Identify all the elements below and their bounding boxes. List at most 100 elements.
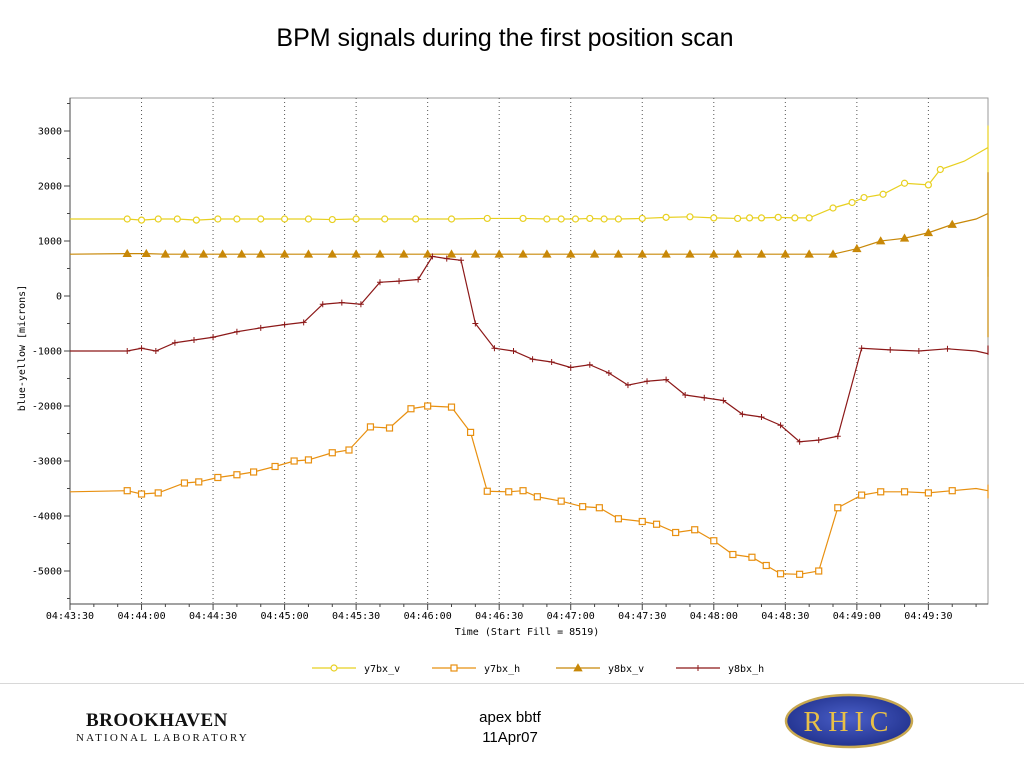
point-y8bx_h bbox=[429, 253, 436, 260]
point-y8bx_h bbox=[605, 370, 612, 376]
point-y8bx_v bbox=[780, 249, 791, 258]
point-y8bx_v bbox=[613, 249, 624, 258]
point-y8bx_v bbox=[160, 249, 171, 258]
point-y7bx_h bbox=[533, 493, 541, 501]
point-y7bx_v bbox=[257, 215, 265, 223]
point-y8bx_h bbox=[472, 320, 479, 327]
grid-lines bbox=[141, 98, 929, 604]
point-y7bx_h bbox=[595, 504, 603, 512]
x-tick-label: 04:45:30 bbox=[332, 611, 380, 622]
point-y7bx_h bbox=[447, 403, 456, 411]
point-y7bx_h bbox=[250, 468, 258, 476]
point-y7bx_h bbox=[762, 561, 770, 570]
point-y8bx_h bbox=[796, 438, 803, 445]
point-y8bx_h bbox=[915, 348, 922, 354]
point-y7bx_h bbox=[505, 488, 513, 496]
point-y8bx_h bbox=[777, 422, 784, 429]
point-y7bx_v bbox=[173, 215, 181, 223]
point-y8bx_v bbox=[732, 249, 743, 258]
series-line-y7bx_v bbox=[70, 125, 989, 277]
point-y7bx_v bbox=[137, 216, 146, 224]
footer-line-1: apex bbtf bbox=[479, 709, 541, 726]
legend-item-y7bx_h: y7bx_h bbox=[432, 664, 520, 675]
series-y8bx_h bbox=[70, 253, 989, 445]
point-y8bx_h bbox=[586, 361, 593, 368]
x-tick-label: 04:44:00 bbox=[117, 611, 165, 622]
point-y7bx_h bbox=[815, 567, 823, 575]
y-tick-label: -4000 bbox=[32, 512, 62, 523]
point-y7bx_v bbox=[734, 214, 742, 223]
point-y8bx_h bbox=[376, 279, 383, 286]
point-y7bx_h bbox=[519, 487, 527, 495]
point-y8bx_v bbox=[899, 233, 910, 242]
y-axis-ticks: 3000 2000 1000 0 -1000 -2000 -3000 -4000 -5000 bbox=[32, 103, 70, 599]
footer-text: apex bbtf 11Apr07 bbox=[430, 708, 590, 748]
point-y7bx_h bbox=[614, 515, 623, 523]
y-tick-label: -2000 bbox=[32, 402, 62, 413]
x-tick-label: 04:44:30 bbox=[189, 611, 237, 622]
point-y7bx_v bbox=[924, 181, 932, 189]
series-y7bx_v bbox=[70, 125, 989, 277]
point-y8bx_v bbox=[446, 249, 457, 258]
point-y7bx_h bbox=[579, 503, 587, 511]
point-y7bx_h bbox=[638, 517, 646, 526]
point-y8bx_v bbox=[828, 249, 838, 258]
point-y8bx_h bbox=[682, 392, 689, 398]
point-y7bx_v bbox=[571, 215, 580, 223]
point-y7bx_v bbox=[745, 214, 754, 222]
point-y7bx_v bbox=[543, 215, 551, 223]
x-tick-label: 04:49:30 bbox=[904, 611, 952, 622]
brookhaven-logo-subtext: NATIONAL LABORATORY bbox=[76, 732, 249, 744]
point-y8bx_v bbox=[303, 249, 314, 258]
point-y7bx_h bbox=[776, 570, 785, 578]
point-y7bx_v bbox=[936, 165, 944, 174]
point-y8bx_v bbox=[542, 249, 552, 258]
rhic-logo-text: RHIC bbox=[804, 707, 895, 738]
point-y7bx_v bbox=[791, 214, 799, 222]
point-y7bx_v bbox=[600, 215, 608, 223]
point-y8bx_h bbox=[190, 337, 197, 343]
point-y8bx_h bbox=[510, 348, 517, 354]
series-layer bbox=[69, 125, 989, 578]
point-y8bx_v bbox=[494, 249, 504, 258]
legend-label: y8bx_v bbox=[608, 664, 644, 675]
point-y7bx_h bbox=[271, 462, 279, 471]
point-y8bx_h bbox=[944, 345, 951, 352]
point-y7bx_h bbox=[924, 489, 932, 497]
point-y8bx_h bbox=[257, 324, 264, 331]
y-tick-label: -5000 bbox=[32, 567, 62, 578]
point-y8bx_h bbox=[300, 319, 307, 326]
point-y8bx_h bbox=[663, 376, 670, 383]
point-y8bx_v bbox=[518, 249, 528, 258]
legend-label: y7bx_v bbox=[364, 664, 400, 675]
point-y7bx_h bbox=[691, 526, 699, 534]
point-y7bx_h bbox=[290, 457, 298, 465]
point-y8bx_v bbox=[589, 249, 600, 258]
point-y8bx_v bbox=[351, 249, 361, 258]
point-y7bx_h bbox=[328, 449, 336, 457]
point-y8bx_h bbox=[529, 356, 536, 363]
point-y8bx_v bbox=[141, 248, 151, 258]
point-y8bx_h bbox=[491, 345, 498, 352]
point-y7bx_h bbox=[748, 553, 756, 561]
point-y7bx_v bbox=[900, 179, 909, 187]
point-y8bx_v bbox=[876, 236, 886, 245]
point-y8bx_h bbox=[281, 321, 288, 328]
x-tick-label: 04:43:30 bbox=[46, 611, 94, 622]
y-tick-label: 3000 bbox=[38, 127, 62, 138]
point-y7bx_v bbox=[757, 214, 766, 222]
point-y8bx_h bbox=[124, 348, 131, 354]
point-y7bx_v bbox=[848, 198, 856, 207]
point-y7bx_v bbox=[860, 193, 868, 202]
series-line-y7bx_h bbox=[69, 405, 989, 575]
point-y7bx_v bbox=[381, 215, 389, 223]
point-y7bx_h bbox=[137, 490, 146, 498]
point-y8bx_v bbox=[217, 249, 228, 258]
x-tick-label: 04:48:30 bbox=[761, 611, 809, 622]
point-y7bx_v bbox=[805, 214, 813, 222]
y-tick-label: 0 bbox=[56, 292, 62, 303]
x-tick-label: 04:49:00 bbox=[833, 611, 881, 622]
point-y8bx_v bbox=[327, 249, 337, 258]
point-y8bx_h bbox=[548, 359, 555, 365]
legend-item-y8bx_v: y8bx_v bbox=[556, 663, 644, 675]
